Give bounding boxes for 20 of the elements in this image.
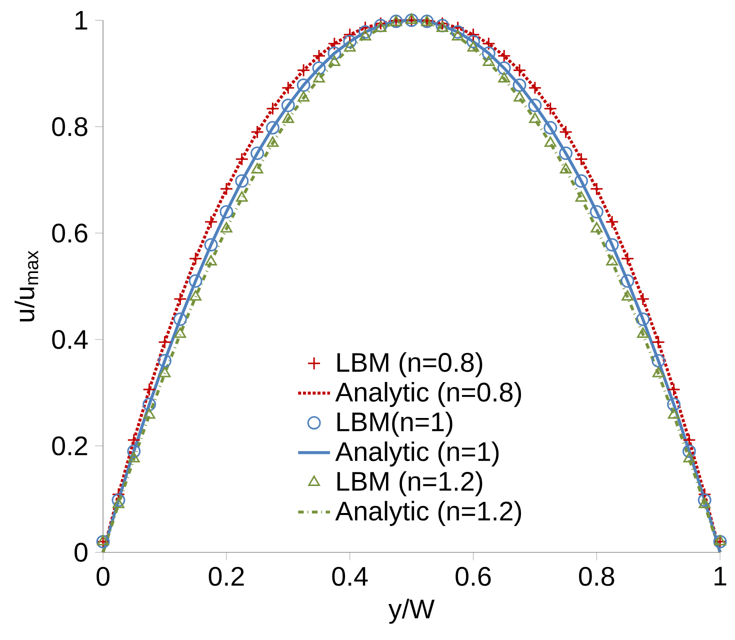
- y-tick-label: 0: [74, 542, 88, 562]
- legend-label: LBM(n=1): [337, 411, 452, 436]
- y-tick-label: 0.8: [52, 116, 88, 136]
- y-tick-label: 0.2: [52, 436, 88, 456]
- y-tick-label: 1: [76, 10, 88, 30]
- x-tick-label: 0: [96, 566, 110, 586]
- legend-label: LBM (n=0.8): [337, 352, 482, 378]
- x-tick-label: 0.8: [579, 566, 614, 586]
- legend-label: Analytic (n=0.8): [335, 382, 522, 407]
- legend-label: Analytic (n=1): [335, 441, 499, 466]
- y-tick-label: 0.6: [52, 223, 88, 242]
- x-tick-label: 0.6: [456, 566, 491, 586]
- x-axis-title: y/W: [388, 598, 435, 624]
- legend-label: Analytic (n=1.2): [335, 500, 522, 526]
- x-tick-label: 0.2: [208, 566, 244, 586]
- y-tick-label: 0.4: [52, 330, 88, 349]
- y-axis-title: u/u$_{max}$: [14, 250, 38, 322]
- x-tick-label: 1: [714, 566, 726, 586]
- legend-label: LBM (n=1.2): [337, 470, 482, 496]
- x-tick-label: 0.4: [332, 566, 368, 586]
